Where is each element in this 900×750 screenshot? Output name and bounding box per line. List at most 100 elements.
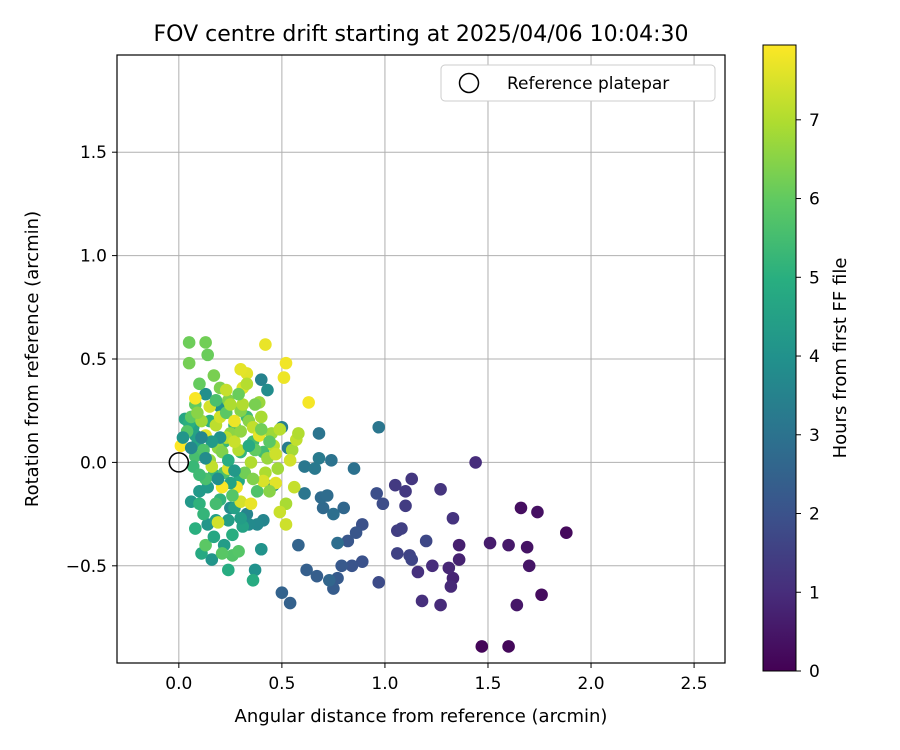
colorbar-tick-label: 4 — [809, 347, 820, 367]
scatter-point — [259, 338, 272, 351]
scatter-point — [244, 497, 258, 511]
colorbar-ticks: 0 1 2 3 4 5 6 7 — [796, 111, 820, 682]
scatter-point — [240, 377, 254, 391]
scatter-point — [248, 563, 262, 577]
x-tick-label: 1.0 — [371, 674, 398, 694]
scatter-point — [283, 454, 297, 467]
scatter-point — [446, 511, 460, 525]
legend-reference-marker — [458, 72, 480, 94]
scatter-point — [257, 474, 270, 488]
scatter-point — [531, 505, 544, 519]
scatter-point — [535, 588, 548, 602]
colorbar-tick-label: 0 — [809, 662, 820, 682]
scatter-point — [349, 526, 363, 540]
scatter-point — [205, 435, 219, 449]
scatter-point — [193, 468, 206, 482]
scatter-point — [483, 536, 497, 550]
y-tick-label: 0.5 — [80, 350, 107, 370]
scatter-point — [269, 447, 282, 461]
legend-box — [440, 64, 716, 102]
scatter-point — [370, 487, 383, 500]
scatter-point — [193, 377, 206, 391]
scatter-point — [271, 462, 285, 475]
y-tick-label: 0.0 — [80, 453, 107, 473]
scatter-point — [184, 441, 198, 455]
scatter-point — [211, 516, 225, 529]
scatter-point — [207, 530, 221, 544]
scatter-point — [215, 547, 229, 560]
scatter-point — [244, 456, 258, 469]
scatter-point — [221, 454, 235, 467]
y-tick-label: −0.5 — [66, 557, 107, 577]
x-tick-label: 1.5 — [474, 674, 501, 694]
scatter-point — [254, 542, 268, 556]
x-tick-label: 2.5 — [681, 674, 708, 694]
scatter-point — [199, 538, 212, 552]
scatter-point — [502, 538, 515, 552]
scatter-point — [285, 443, 299, 457]
scatter-point — [211, 472, 225, 486]
x-axis-label: Angular distance from reference (arcmin) — [235, 706, 608, 727]
scatter-point — [292, 538, 305, 552]
legend-label: Reference platepar — [507, 74, 669, 94]
scatter-point — [434, 598, 447, 612]
scatter-point — [312, 451, 326, 465]
scatter-point — [376, 497, 390, 511]
scatter-point — [219, 383, 233, 397]
scatter-point — [234, 511, 247, 525]
scatter-point — [411, 565, 425, 579]
scatter-point — [232, 545, 245, 558]
x-axis-ticks: 0.0 0.5 1.0 1.5 2.0 2.5 — [165, 663, 708, 694]
scatter-point — [302, 396, 315, 409]
scatter-point — [335, 559, 348, 573]
scatter-point — [452, 538, 466, 552]
scatter-point — [248, 398, 262, 411]
scatter-point — [341, 534, 355, 548]
scatter-point — [228, 414, 241, 428]
colorbar-tick-label: 3 — [809, 426, 820, 446]
x-tick-label: 2.0 — [578, 674, 605, 694]
scatter-point — [325, 454, 338, 467]
scatter-point — [232, 387, 245, 401]
scatter-point — [415, 594, 429, 608]
scatter-point — [261, 383, 274, 397]
scatter-point — [372, 420, 386, 434]
scatter-point — [224, 398, 237, 411]
colorbar-tick-label: 5 — [809, 268, 820, 288]
colorbar-tick-label: 6 — [809, 190, 820, 210]
scatter-point — [452, 553, 466, 566]
scatter-point — [234, 363, 247, 376]
scatter-point — [320, 489, 334, 502]
scatter-point — [226, 528, 239, 542]
scatter-point — [283, 596, 297, 610]
scatter-point — [475, 640, 489, 653]
scatter-point — [347, 462, 361, 475]
scatter-point — [221, 514, 235, 527]
scatter-point — [419, 534, 433, 548]
scatter-point — [236, 398, 250, 411]
scatter-point — [226, 489, 239, 502]
scatter-point — [560, 526, 573, 540]
scatter-point — [298, 460, 311, 473]
scatter-points — [174, 336, 573, 653]
y-tick-label: 1.5 — [80, 143, 107, 163]
scatter-point — [201, 348, 214, 362]
y-axis-ticks: −0.5 0.0 0.5 1.0 1.5 — [66, 143, 117, 577]
x-tick-label: 0.0 — [165, 674, 192, 694]
colorbar — [762, 44, 797, 672]
chart-title: FOV centre drift starting at 2025/04/06 … — [154, 22, 689, 47]
colorbar-tick-label: 1 — [809, 583, 820, 603]
x-tick-label: 0.5 — [268, 674, 295, 694]
scatter-point — [310, 569, 324, 583]
scatter-point — [514, 501, 528, 515]
colorbar-tick-label: 2 — [809, 505, 820, 525]
scatter-point — [182, 336, 196, 349]
scatter-point — [322, 573, 336, 587]
scatter-point — [221, 563, 235, 577]
scatter-point — [246, 573, 260, 587]
scatter-point — [176, 431, 190, 444]
reference-marker-layer — [168, 452, 190, 473]
scatter-point — [442, 561, 456, 575]
